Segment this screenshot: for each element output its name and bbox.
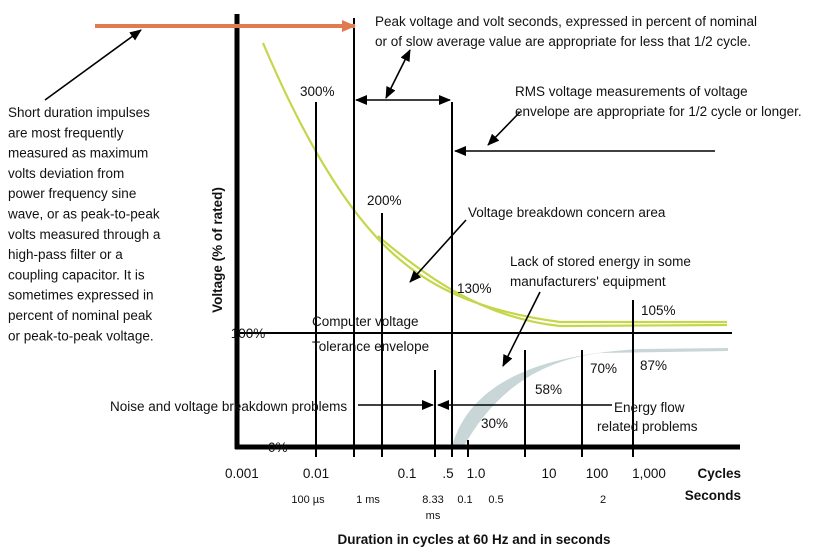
verticals	[250, 18, 634, 457]
level: 105%	[641, 303, 676, 318]
level: 130%	[457, 281, 492, 296]
energy-label: related problems	[597, 419, 698, 434]
cycles-tick: 1,000	[632, 466, 666, 481]
impulse-line: power frequency sine	[8, 186, 136, 201]
x-axis-title: Duration in cycles at 60 Hz and in secon…	[337, 532, 610, 547]
impulse-line: or peak-to-peak voltage.	[8, 328, 154, 343]
arrows	[44, 29, 715, 410]
level: 87%	[640, 358, 667, 373]
impulse-line: high-pass filter or a	[8, 247, 123, 262]
seconds-tick: 0.5	[488, 494, 503, 506]
impulse-line: sometimes expressed in	[8, 288, 154, 303]
seconds-tick: 100 µs	[291, 494, 325, 506]
level: 300%	[300, 84, 335, 99]
peak-note: Peak voltage and volt seconds, expressed…	[375, 14, 757, 29]
impulse-line: volts deviation from	[8, 166, 124, 181]
impulse-note: Short duration impulses are most frequent…	[7, 105, 161, 343]
envelope-label: Tolerance envelope	[312, 339, 429, 354]
lower-curve	[377, 235, 728, 328]
impulse-line: percent of nominal peak	[8, 308, 152, 323]
cycles-tick: .5	[442, 466, 453, 481]
stored-energy-label: Lack of stored energy in some	[510, 254, 691, 269]
y-axis-label: Voltage (% of rated)	[210, 187, 225, 313]
envelope-label: Computer voltage	[312, 314, 419, 329]
cycles-tick: 0.1	[398, 466, 417, 481]
stored-energy-label: manufacturers' equipment	[510, 274, 666, 289]
breakdown-label: Voltage breakdown concern area	[468, 205, 666, 220]
seconds-tick: 8.33	[422, 494, 443, 506]
noise-label: Noise and voltage breakdown problems	[110, 399, 347, 414]
level: 200%	[367, 193, 402, 208]
level: 0%	[268, 440, 288, 455]
impulse-line: wave, or as peak-to-peak	[7, 207, 160, 222]
rms-note: RMS voltage measurements of voltage	[515, 84, 748, 99]
seconds-tick: 2	[600, 494, 606, 506]
seconds-tick: 1 ms	[356, 494, 380, 506]
impulse-line: Short duration impulses	[8, 105, 150, 120]
level: 70%	[590, 361, 617, 376]
impulse-line: are most frequently	[8, 125, 124, 140]
rms-note: envelope are appropriate for 1/2 cycle o…	[515, 104, 802, 119]
impulse-line: volts measured through a	[8, 227, 161, 242]
level: 100%	[231, 326, 266, 341]
seconds-tick: ms	[426, 510, 441, 522]
cycles-tick: 0.01	[303, 466, 329, 481]
level: 58%	[535, 382, 562, 397]
level: 30%	[481, 416, 508, 431]
impulse-line: coupling capacitor. It is	[8, 267, 145, 282]
impulse-line: measured as maximum	[8, 146, 148, 161]
cycles-tick: 10	[541, 466, 556, 481]
seconds-tick: 0.1	[457, 494, 472, 506]
peak-note: or of slow average value are appropriate…	[375, 34, 751, 49]
cycles-tick: 0.001	[225, 466, 259, 481]
seconds-label: Seconds	[685, 488, 741, 503]
cycles-label: Cycles	[697, 466, 741, 481]
cycles-tick: 1.0	[467, 466, 486, 481]
cycles-tick: 100	[586, 466, 609, 481]
energy-label: Energy flow	[614, 400, 685, 415]
